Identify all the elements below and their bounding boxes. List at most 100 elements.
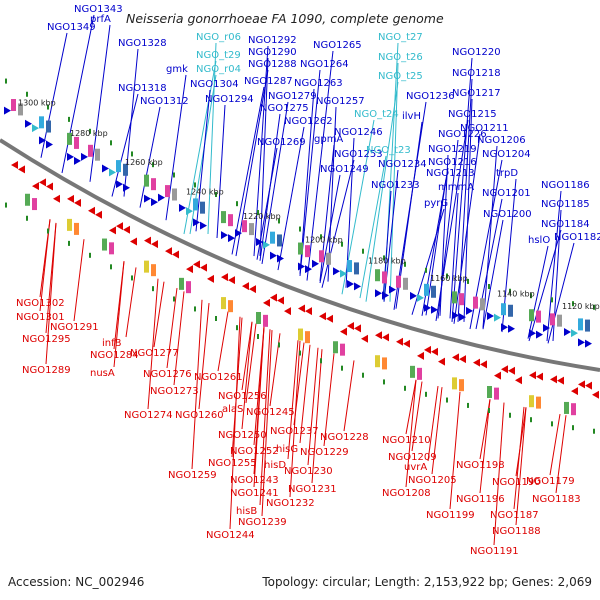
gene-label: NGO1217 [452, 88, 501, 99]
gene-leader-line [253, 326, 265, 488]
feature-block [557, 314, 562, 327]
gene-label: NGO1213 [426, 168, 475, 179]
track-marker [530, 293, 532, 299]
track-marker [488, 283, 490, 289]
feature-block [382, 271, 387, 284]
gene-leader-line [147, 278, 159, 410]
track-marker [47, 228, 49, 234]
gene-leader-line [439, 154, 449, 316]
gene-label: NGO1301 [16, 312, 65, 323]
track-marker [446, 397, 448, 403]
gene-label: NGO1205 [408, 475, 457, 486]
gene-label: NGO1215 [448, 109, 497, 120]
kbp-tick-label: 1120 kbp [562, 302, 600, 311]
reverse-gene-arrow [298, 304, 305, 313]
forward-gene-arrow [179, 203, 186, 212]
gene-label: hisB [236, 506, 257, 517]
reverse-gene-arrow [270, 293, 277, 302]
reverse-gene-arrow [424, 345, 431, 354]
gene-leader-line [365, 81, 399, 302]
gene-label: NGO1230 [284, 466, 333, 477]
gene-leader-line [451, 57, 473, 322]
gene-leader-line [482, 145, 498, 328]
gene-label: hisG [276, 444, 298, 455]
gene-leader-line [229, 316, 241, 530]
gene-label: uvrA [404, 462, 427, 473]
gene-leader-line [479, 399, 491, 494]
gene-leader-line [299, 69, 321, 276]
track-marker [26, 215, 28, 221]
gene-label: NGO1186 [541, 180, 590, 191]
forward-gene-arrow [424, 303, 431, 312]
feature-block [32, 198, 37, 211]
reverse-gene-arrow [585, 381, 592, 390]
track-marker [509, 412, 511, 418]
feature-block [375, 269, 380, 282]
feature-block [333, 341, 338, 354]
forward-gene-arrow [25, 119, 32, 128]
gene-label: NGO1239 [238, 517, 287, 528]
track-marker [152, 286, 154, 292]
gene-label: NGO1256 [218, 391, 267, 402]
gene-label: NGO1209 [388, 452, 437, 463]
feature-block [18, 103, 23, 116]
gene-label: mmmA [438, 182, 474, 193]
feature-block [529, 395, 534, 408]
gene-label: infB [102, 338, 122, 349]
kbp-tick-label: 1160 kbp [430, 274, 468, 283]
feature-block [186, 281, 191, 294]
reverse-gene-arrow [67, 194, 74, 203]
gene-label: NGO1184 [541, 219, 590, 230]
forward-gene-arrow [221, 231, 228, 240]
gene-leader-line [261, 101, 289, 265]
gene-leader-line [261, 330, 273, 517]
gene-leader-line [113, 261, 125, 368]
feature-tracks [4, 78, 599, 434]
gene-label: NGO1216 [428, 157, 477, 168]
gene-leader-line [449, 192, 459, 319]
track-marker [110, 140, 112, 146]
gene-leader-line [311, 349, 323, 484]
gene-leader-line [431, 387, 443, 475]
gene-leader-line [166, 287, 178, 369]
forward-gene-arrow [382, 291, 389, 300]
gene-leader-line [306, 50, 334, 281]
track-marker [320, 358, 322, 364]
track-marker [131, 151, 133, 157]
gene-leader-line [457, 78, 473, 322]
gene-label: NGO1200 [483, 209, 532, 220]
gene-leader-line [528, 229, 562, 342]
reverse-gene-arrow [277, 296, 284, 305]
gene-leader-line [453, 133, 481, 324]
track-marker [5, 78, 7, 84]
track-marker [110, 264, 112, 270]
feature-block [74, 222, 79, 235]
track-marker [488, 407, 490, 413]
reverse-gene-arrow [403, 339, 410, 348]
feature-block [172, 188, 177, 201]
gene-leader-line [405, 379, 417, 435]
reverse-gene-arrow [186, 265, 193, 274]
gene-leader-line [427, 385, 439, 462]
track-marker [446, 273, 448, 279]
reverse-gene-arrow [193, 260, 200, 269]
kbp-tick-label: 1200 kbp [305, 235, 343, 244]
reverse-gene-arrow [228, 276, 235, 285]
gene-label: NGO1182 [554, 232, 600, 243]
gene-leader-line [425, 178, 447, 316]
forward-gene-arrow [67, 152, 74, 161]
gene-leader-line [125, 267, 137, 338]
feature-block [508, 304, 513, 317]
gene-label: NGO_r04 [196, 64, 241, 75]
gene-label: hslO [528, 235, 550, 246]
gene-leader-line [40, 32, 68, 158]
gene-label: NGO1312 [140, 96, 189, 107]
forward-gene-arrow [151, 198, 158, 207]
gene-leader-line [173, 291, 185, 386]
forward-gene-arrow [347, 280, 354, 289]
gene-label: NGO1276 [143, 369, 192, 380]
feature-block [382, 357, 387, 370]
reverse-gene-arrow [480, 360, 487, 369]
